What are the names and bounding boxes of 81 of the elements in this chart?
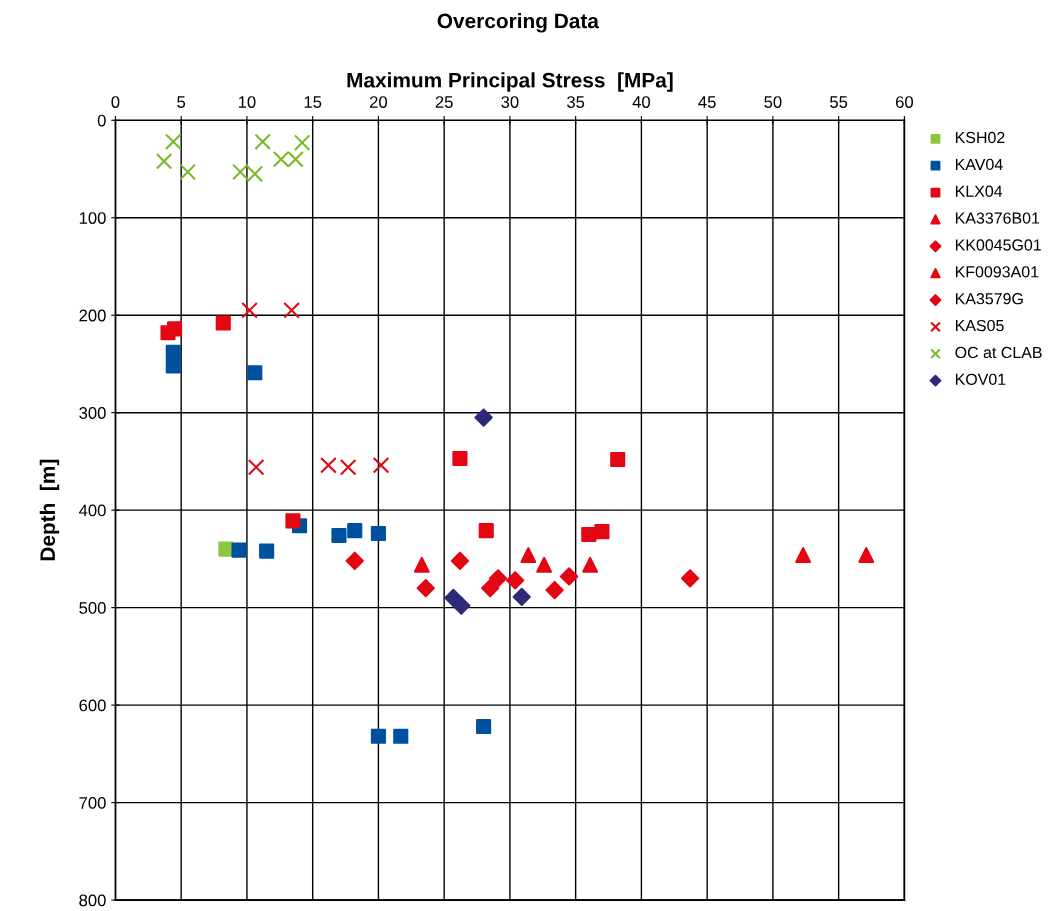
point xyxy=(476,719,492,735)
point xyxy=(259,543,275,559)
point xyxy=(241,302,258,319)
point xyxy=(231,542,247,558)
y-tick-label: 300 xyxy=(79,407,106,419)
point xyxy=(413,556,430,573)
chart-title: Overcoring Data xyxy=(437,13,600,33)
point xyxy=(347,523,363,539)
point xyxy=(155,152,173,170)
point xyxy=(393,728,409,744)
point xyxy=(416,578,435,598)
x-tick-label: 15 xyxy=(304,96,322,108)
y-tick-label: 500 xyxy=(79,602,106,614)
x-tick-label: 25 xyxy=(435,96,453,108)
x-tick-label: 35 xyxy=(567,96,585,108)
point xyxy=(320,457,337,474)
legend-label: KF0093A01 xyxy=(955,266,1039,278)
point xyxy=(167,321,183,337)
legend-label: OC at CLAB xyxy=(955,346,1042,359)
legend-label: KLX04 xyxy=(955,185,1003,197)
x-tick-label: 20 xyxy=(369,96,388,108)
y-tick-label: 800 xyxy=(79,894,106,907)
x-tick-label: 45 xyxy=(698,96,716,108)
legend-label: KOV01 xyxy=(955,373,1006,385)
point xyxy=(164,133,182,151)
point xyxy=(331,527,347,544)
point xyxy=(370,526,386,542)
point xyxy=(680,569,700,588)
legend-label: KK0045G01 xyxy=(955,239,1041,251)
x-tick-label: 5 xyxy=(177,96,186,108)
point xyxy=(345,551,364,571)
x-tick-label: 0 xyxy=(111,96,120,108)
point xyxy=(285,513,301,529)
y-tick-label: 0 xyxy=(97,114,106,127)
point xyxy=(795,547,812,563)
point xyxy=(559,567,579,586)
point xyxy=(339,458,357,476)
point xyxy=(283,302,300,319)
point xyxy=(179,163,197,181)
point xyxy=(247,365,263,381)
point xyxy=(488,569,508,588)
point xyxy=(165,358,181,374)
legend-label: KAV04 xyxy=(955,158,1003,171)
point xyxy=(512,587,531,607)
point xyxy=(247,458,265,476)
point xyxy=(254,133,272,151)
x-tick-label: 50 xyxy=(764,96,782,108)
x-tick-label: 60 xyxy=(895,96,913,108)
y-tick-label: 700 xyxy=(79,796,106,809)
legend-label: KA3579G xyxy=(955,293,1023,305)
point xyxy=(372,457,390,474)
y-axis-title: Depth [m] xyxy=(39,459,60,561)
point xyxy=(293,134,311,151)
point xyxy=(582,556,599,573)
legend-label: KA3376B01 xyxy=(955,212,1040,224)
x-tick-label: 55 xyxy=(830,96,848,108)
point xyxy=(450,551,470,571)
point xyxy=(215,315,231,331)
point xyxy=(478,523,494,539)
y-tick-label: 600 xyxy=(79,699,106,712)
point xyxy=(452,596,471,615)
point xyxy=(370,728,386,744)
y-tick-label: 400 xyxy=(78,504,106,517)
point xyxy=(594,524,610,540)
legend-label: KSH02 xyxy=(955,131,1005,144)
point xyxy=(481,578,500,598)
x-tick-label: 30 xyxy=(501,96,519,108)
x-axis-title: Maximum Principal Stress [MPa] xyxy=(347,72,673,92)
point xyxy=(536,556,553,573)
x-tick-label: 40 xyxy=(632,96,651,108)
point xyxy=(452,450,468,467)
point xyxy=(610,451,626,468)
point xyxy=(474,408,493,427)
point xyxy=(858,547,875,563)
y-tick-label: 200 xyxy=(79,309,106,322)
y-tick-label: 100 xyxy=(79,212,106,224)
x-tick-label: 10 xyxy=(238,96,256,108)
point xyxy=(520,547,537,563)
point xyxy=(505,571,525,590)
legend-label: KAS05 xyxy=(955,319,1004,332)
point xyxy=(545,580,564,600)
